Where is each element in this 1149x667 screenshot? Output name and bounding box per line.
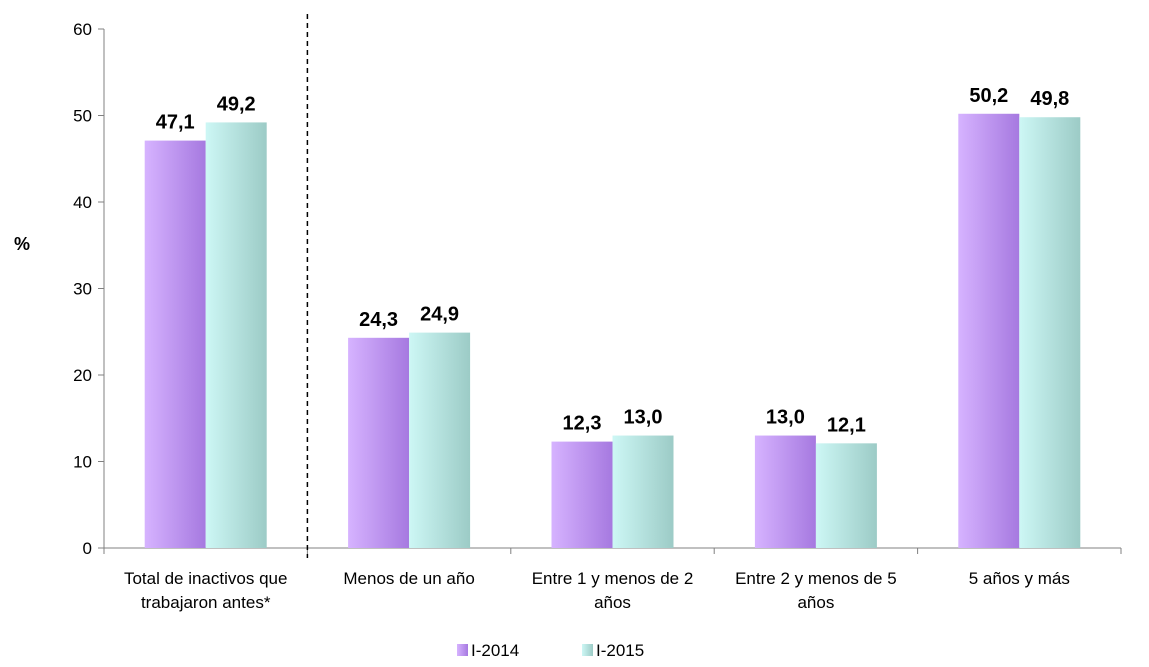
legend-swatch-I-2015 [582, 644, 593, 656]
data-label: 13,0 [624, 407, 663, 429]
data-label: 12,3 [563, 413, 602, 435]
y-tick-label: 0 [83, 539, 92, 558]
data-label: 49,8 [1030, 88, 1069, 110]
category-label: Menos de un año [343, 569, 474, 588]
y-tick-label: 60 [73, 20, 92, 39]
y-tick-label: 50 [73, 107, 92, 126]
data-label: 12,1 [827, 414, 866, 436]
bar-I-2015-2 [612, 435, 674, 548]
category-label: 5 años y más [969, 569, 1070, 588]
bar-I-2015-3 [815, 443, 877, 548]
data-label: 50,2 [969, 85, 1008, 107]
bar-I-2014-1 [348, 337, 410, 548]
bar-I-2014-3 [754, 435, 816, 548]
bar-I-2015-0 [205, 122, 267, 549]
y-tick-label: 40 [73, 193, 92, 212]
data-label: 13,0 [766, 407, 805, 429]
data-label: 24,9 [420, 304, 459, 326]
y-axis-title: % [14, 234, 30, 254]
legend-swatch-I-2014 [457, 644, 468, 656]
data-label: 49,2 [217, 93, 256, 115]
category-label: Entre 2 y menos de 5 [735, 569, 897, 588]
y-tick-label: 20 [73, 366, 92, 385]
bar-I-2014-2 [551, 441, 613, 548]
category-label: Total de inactivos que [124, 569, 288, 588]
legend: I-2014 I-2015 [457, 641, 644, 660]
bar-I-2015-4 [1019, 117, 1081, 548]
data-label: 24,3 [359, 309, 398, 331]
bar-I-2015-1 [409, 332, 471, 548]
y-tick-label: 30 [73, 280, 92, 299]
category-label: trabajaron antes* [141, 593, 271, 612]
axes: 0 10 20 30 40 50 60% [14, 14, 1122, 558]
y-tick-label: 10 [73, 453, 92, 472]
labels: 47,1 49,2 Total de inactivos que trabajaron… [124, 85, 1070, 612]
bars [144, 113, 1081, 549]
data-label: 47,1 [156, 112, 195, 134]
category-label: años [797, 593, 834, 612]
legend-label: I-2014 [471, 641, 519, 660]
category-label: años [594, 593, 631, 612]
legend-label: I-2015 [596, 641, 644, 660]
bar-I-2014-4 [958, 113, 1020, 549]
bar-I-2014-0 [144, 140, 206, 548]
category-label: Entre 1 y menos de 2 [532, 569, 694, 588]
